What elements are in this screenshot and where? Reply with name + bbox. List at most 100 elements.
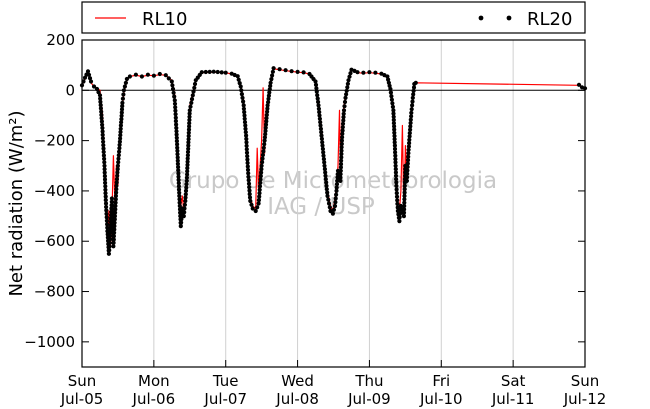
rl20-point-334	[301, 70, 306, 75]
rl20-point-375	[327, 205, 332, 210]
legend-rl20-marker-right	[506, 15, 512, 21]
rl20-point-362	[322, 160, 327, 165]
rl20-point-14	[98, 103, 103, 108]
rl20-point-142	[151, 73, 156, 78]
rl20-point-203	[183, 188, 189, 193]
rl20-point-438	[389, 94, 394, 99]
rl20-point-168	[175, 155, 180, 160]
rl20-point-37	[103, 180, 108, 185]
rl20-point-231	[189, 97, 195, 102]
rl20-point-486	[402, 200, 407, 205]
rl20-point-397	[338, 162, 344, 167]
rl20-point-251	[238, 84, 243, 89]
rl20-point-132	[120, 96, 125, 101]
rl20-point-288	[255, 205, 260, 210]
rl20-point-250	[237, 81, 242, 86]
rl20-point-60	[107, 244, 112, 249]
rl20-point-219	[186, 137, 191, 142]
rl20-point-273	[245, 160, 250, 166]
rl20-point-321	[266, 93, 271, 98]
rl20-point-35	[102, 174, 107, 179]
rl20-point-304	[261, 149, 266, 154]
rl20-point-254	[240, 95, 245, 100]
rl20-point-128	[119, 110, 124, 115]
rl20-point-179	[177, 190, 182, 195]
rl20-point-394	[338, 172, 343, 177]
rl20-point-105	[114, 187, 119, 192]
rl20-point-415	[342, 99, 348, 105]
rl20-point-339	[313, 82, 319, 87]
rl20-point-403	[339, 141, 344, 147]
x-tick-date-label: Jul-07	[203, 390, 247, 408]
rl20-point-190	[179, 220, 184, 225]
rl20-point-280	[247, 185, 252, 190]
rl20-point-225	[187, 117, 192, 123]
rl20-point-301	[260, 160, 265, 165]
rl20-point-148	[170, 86, 176, 92]
rl20-point-151	[172, 98, 177, 103]
rl20-point-18	[99, 116, 104, 121]
rl20-point-269	[244, 147, 249, 152]
rl20-point-504	[405, 168, 410, 173]
rl20-point-318	[265, 103, 270, 108]
rl20-point-399	[339, 155, 344, 160]
rl20-point-119	[117, 139, 122, 144]
rl20-point-153	[173, 105, 178, 110]
rl20-point-356	[320, 140, 325, 145]
rl20-point-465	[394, 183, 399, 188]
rl20-point-289	[256, 201, 261, 206]
rl20-point-443	[391, 111, 396, 116]
rl20-point-92	[112, 230, 117, 235]
rl20-point-392	[338, 178, 343, 183]
rl20-point-172	[176, 168, 181, 173]
rl20-point-291	[257, 194, 262, 199]
rl20-point-212	[185, 159, 190, 164]
x-tick-date-label: Jul-11	[491, 390, 535, 408]
rl20-point-27	[101, 146, 106, 151]
rl20-point-322	[267, 90, 272, 95]
rl20-point-159	[174, 125, 179, 131]
rl20-point-134	[121, 88, 126, 93]
rl20-point-157	[173, 119, 178, 124]
x-tick-date-label: Jul-06	[132, 390, 176, 408]
rl20-point-440	[390, 101, 395, 106]
rl20-point-135	[122, 84, 127, 89]
rl20-point-471	[395, 205, 400, 210]
rl20-point-117	[117, 146, 122, 151]
rl20-point-423	[348, 71, 353, 76]
rl20-point-138	[127, 74, 132, 79]
rl20-point-89	[111, 240, 116, 245]
rl20-point-130	[120, 104, 125, 109]
rl20-point-204	[184, 185, 189, 190]
rl20-point-509	[406, 151, 411, 156]
rl20-point-100	[113, 203, 118, 209]
rl20-point-310	[263, 128, 268, 134]
watermark: Grupo de Micrometeorologia IAG / USP	[169, 168, 497, 220]
rl20-point-476	[397, 215, 402, 220]
rl20-point-527	[411, 88, 416, 93]
rl20-point-311	[263, 125, 268, 130]
rl20-point-244	[219, 70, 224, 75]
rl20-point-488	[402, 193, 407, 199]
legend-rl20-marker-left	[478, 15, 484, 21]
rl20-point-361	[321, 157, 326, 162]
rl20-point-458	[393, 160, 398, 165]
x-tick-day-label: Sat	[501, 372, 526, 390]
rl20-point-107	[114, 180, 119, 185]
rl20-point-258	[242, 110, 247, 115]
rl20-point-400	[339, 151, 344, 157]
rl20-point-270	[244, 150, 250, 155]
rl20-point-342	[315, 93, 320, 98]
rl20-point-198	[182, 206, 187, 211]
rl20-point-120	[118, 136, 123, 141]
rl20-point-444	[391, 114, 396, 119]
rl20-point-38	[103, 184, 108, 189]
rl20-point-164	[175, 142, 180, 147]
rl20-point-162	[174, 135, 179, 140]
rl20-point-507	[405, 158, 411, 163]
rl20-point-513	[407, 137, 412, 142]
rl20-point-95	[112, 220, 117, 225]
rl20-point-294	[257, 184, 263, 189]
rl20-point-245	[223, 70, 228, 75]
rl20-point-381	[333, 196, 338, 201]
